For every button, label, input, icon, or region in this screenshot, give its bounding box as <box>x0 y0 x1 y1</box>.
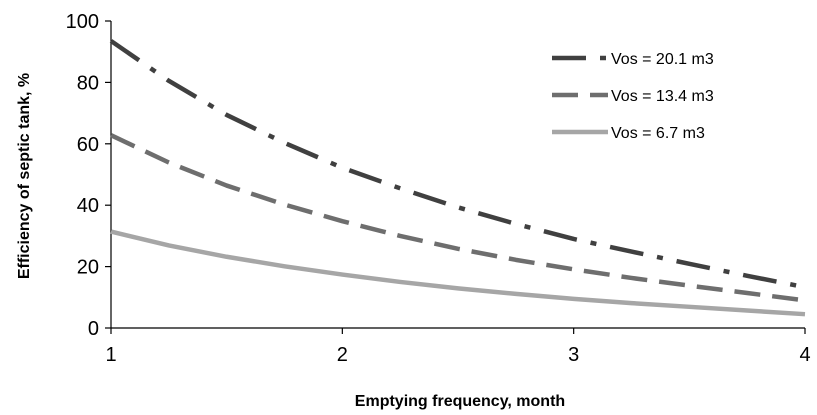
y-axis-title: Efficiency of septic tank, % <box>16 73 33 279</box>
y-tick-label: 20 <box>77 257 99 279</box>
x-tick-label: 3 <box>568 344 579 366</box>
legend-label-2: Vos = 13.4 m3 <box>611 88 714 105</box>
y-tick-label: 60 <box>77 134 99 156</box>
series-line-1 <box>109 39 806 290</box>
legend-label-3: Vos = 6.7 m3 <box>611 125 705 142</box>
y-tick-label: 80 <box>77 72 99 94</box>
series-lines <box>109 39 806 317</box>
series-line-2 <box>110 133 806 303</box>
axis-ticks: 0 20 40 60 80 100 1 2 3 4 <box>66 11 811 366</box>
legend: Vos = 20.1 m3 Vos = 13.4 m3 Vos = 6.7 m3 <box>552 51 714 142</box>
x-axis-title: Emptying frequency, month <box>355 393 565 410</box>
y-tick-label: 100 <box>66 11 99 33</box>
y-tick-label: 0 <box>88 318 99 340</box>
series-line-3 <box>110 229 806 317</box>
legend-label-1: Vos = 20.1 m3 <box>611 51 714 68</box>
plot-area: 0 20 40 60 80 100 1 2 3 4 <box>66 11 811 366</box>
y-tick-label: 40 <box>77 195 99 217</box>
x-tick-label: 4 <box>799 344 810 366</box>
x-tick-label: 2 <box>337 344 348 366</box>
x-tick-label: 1 <box>105 344 116 366</box>
